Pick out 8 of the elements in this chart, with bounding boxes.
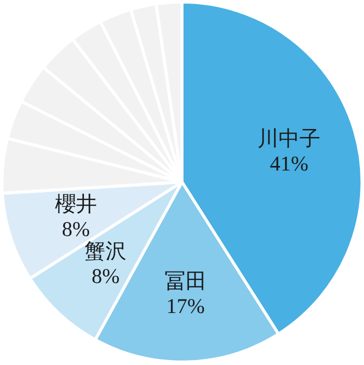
data-label: 41%	[270, 151, 308, 176]
data-label: 8%	[62, 216, 90, 241]
slice-label: 冨田	[164, 269, 207, 294]
data-label: 17%	[166, 294, 205, 318]
slice-label: 川中子	[258, 126, 321, 150]
data-label: 8%	[92, 264, 120, 288]
slice-label: 蟹沢	[84, 238, 127, 263]
slice-label: 櫻井	[54, 192, 97, 216]
